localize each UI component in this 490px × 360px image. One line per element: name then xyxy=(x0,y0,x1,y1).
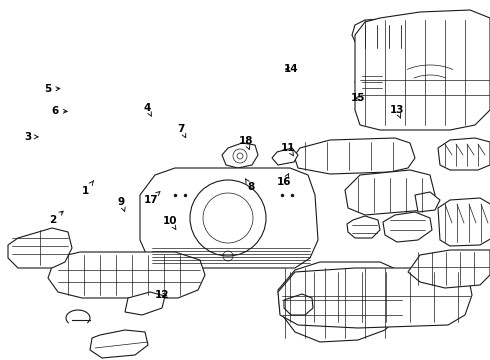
Polygon shape xyxy=(140,168,318,268)
Text: 18: 18 xyxy=(239,136,253,149)
Polygon shape xyxy=(438,198,490,246)
Text: 6: 6 xyxy=(51,106,67,116)
Polygon shape xyxy=(222,143,258,168)
Polygon shape xyxy=(90,330,148,358)
Polygon shape xyxy=(345,170,435,215)
Polygon shape xyxy=(284,294,313,315)
Text: 8: 8 xyxy=(245,179,254,192)
Text: 16: 16 xyxy=(277,174,292,187)
Text: 3: 3 xyxy=(24,132,38,142)
Text: 17: 17 xyxy=(144,192,160,205)
Polygon shape xyxy=(8,228,72,268)
Polygon shape xyxy=(352,18,420,52)
Text: 10: 10 xyxy=(163,216,178,229)
Polygon shape xyxy=(415,192,440,212)
Text: 7: 7 xyxy=(177,124,186,138)
Text: 11: 11 xyxy=(281,143,295,156)
Text: 2: 2 xyxy=(49,211,63,225)
Polygon shape xyxy=(272,148,298,165)
Text: 4: 4 xyxy=(143,103,151,116)
Polygon shape xyxy=(347,216,380,238)
Polygon shape xyxy=(408,250,490,288)
Polygon shape xyxy=(278,268,472,328)
Text: 13: 13 xyxy=(390,105,404,118)
Text: 5: 5 xyxy=(45,84,60,94)
Polygon shape xyxy=(438,138,490,170)
Polygon shape xyxy=(355,68,390,94)
Polygon shape xyxy=(383,212,432,242)
Polygon shape xyxy=(48,252,205,298)
Polygon shape xyxy=(294,138,415,174)
Polygon shape xyxy=(125,292,165,315)
Text: 9: 9 xyxy=(118,197,125,211)
Text: 1: 1 xyxy=(82,181,94,196)
Text: 15: 15 xyxy=(350,93,365,103)
Text: 14: 14 xyxy=(284,64,299,74)
Text: 12: 12 xyxy=(154,290,169,300)
Polygon shape xyxy=(278,262,405,342)
Polygon shape xyxy=(355,10,490,130)
